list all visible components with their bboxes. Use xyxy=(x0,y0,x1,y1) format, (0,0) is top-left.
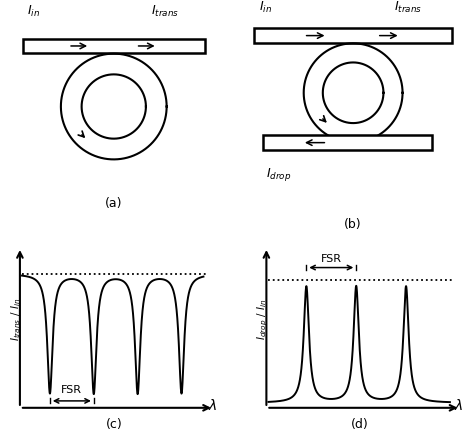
Text: (c): (c) xyxy=(105,418,122,431)
Text: $I_{trans}$: $I_{trans}$ xyxy=(393,0,421,16)
Text: $I_{drop}$ / $I_{in}$: $I_{drop}$ / $I_{in}$ xyxy=(256,299,270,340)
Text: (a): (a) xyxy=(105,197,122,210)
Text: $I_{trans}$ / $I_{in}$: $I_{trans}$ / $I_{in}$ xyxy=(9,298,23,341)
Text: $I_{in}$: $I_{in}$ xyxy=(259,0,272,16)
Text: $\lambda$: $\lambda$ xyxy=(208,398,217,413)
Text: $\lambda$: $\lambda$ xyxy=(454,398,464,413)
Text: FSR: FSR xyxy=(321,254,342,264)
Bar xyxy=(23,39,205,53)
Text: (b): (b) xyxy=(344,218,362,231)
Text: FSR: FSR xyxy=(61,385,82,395)
Text: (d): (d) xyxy=(351,418,369,431)
Text: $I_{drop}$: $I_{drop}$ xyxy=(265,165,291,183)
Bar xyxy=(263,135,432,150)
Text: $I_{in}$: $I_{in}$ xyxy=(27,4,40,19)
Bar xyxy=(254,29,452,43)
Text: $I_{trans}$: $I_{trans}$ xyxy=(151,4,179,19)
